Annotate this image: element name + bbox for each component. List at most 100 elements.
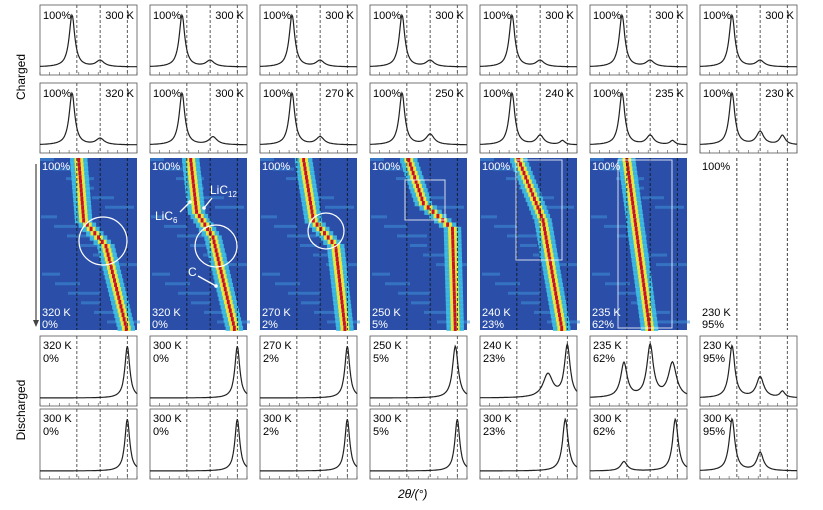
discharged1-temp-label: 320 K — [43, 340, 72, 352]
annotation-arrow-head — [202, 206, 206, 210]
heatmap-panel-3-peak — [413, 175, 417, 181]
annotation-label: LiC6 — [155, 209, 178, 225]
charged1-pct-label: 100% — [153, 10, 181, 22]
heatmap-panel-0-peak — [93, 231, 97, 237]
heatmap-panel-4-peak — [536, 205, 540, 211]
heatmap-panel-4-peak — [552, 278, 555, 284]
heatmap-panel-5-peak — [627, 175, 631, 181]
charged1-panel-2-trace — [260, 13, 358, 68]
heatmap-panel-1-peak — [229, 312, 233, 319]
discharged2-pct-label: 62% — [593, 426, 615, 438]
charged1-pct-label: 100% — [43, 10, 71, 22]
heatmap-panel-5-peak — [631, 205, 635, 211]
heatmap-panel-3-peak — [453, 325, 457, 331]
heatmap-panel-1-peak — [213, 244, 217, 250]
heatmap-panel-2-peak — [304, 175, 308, 181]
heatmap-panel-3-noise — [423, 253, 447, 257]
heatmap-panel-1-noise — [190, 244, 207, 247]
heatmap-panel-2-peak — [304, 170, 308, 177]
heatmap-panel-1-peak — [203, 222, 207, 228]
transition-circle — [78, 216, 128, 266]
discharged2-pct-label: 23% — [483, 426, 505, 438]
heatmap-panel-2-peak — [343, 325, 347, 331]
heatmap-panel-4-peak — [557, 308, 561, 314]
heatmap-panel-5-peak — [637, 248, 641, 254]
heatmap-panel-3-peak — [453, 304, 457, 310]
heatmap-panel-5-noise — [643, 253, 667, 257]
heatmap-panel-0-peak — [79, 179, 82, 185]
heatmap-panel-4-peak — [526, 179, 529, 185]
heatmap-panel-0-noise — [94, 310, 120, 314]
heatmap-panel-4-peak — [522, 170, 526, 177]
charged1-temp-label: 300 K — [655, 10, 684, 22]
discharged1-panel-2-trace — [260, 345, 358, 399]
heatmap-panel-2-peak — [309, 201, 313, 207]
heatmap-panel-0-noise — [67, 234, 97, 238]
heatmap-panel-3-peak — [452, 274, 456, 280]
heatmap-panel-3-peak — [452, 278, 456, 284]
charged2-pct-label: 100% — [43, 88, 71, 100]
heatmap-panel-2-peak — [319, 226, 323, 233]
heatmap-panel-2-peak — [336, 265, 340, 271]
heatmap-panel-5-peak — [625, 162, 629, 168]
discharged1-panel-3-frame — [369, 335, 468, 407]
heatmap-panel-5-peak — [635, 235, 639, 241]
heatmap-panel-5-peak — [630, 196, 634, 202]
hatch-box — [617, 159, 673, 329]
heatmap-panel-4-peak — [532, 196, 536, 202]
heatmap-panel-1-peak — [211, 235, 215, 241]
heatmap-panel-5-peak — [627, 170, 631, 177]
heatmap-panel-0-peak — [85, 222, 89, 228]
charged2-temp-label: 320 K — [105, 88, 134, 100]
discharged2-panel-1-trace — [150, 418, 248, 472]
charged2-panel-2-trace — [259, 91, 357, 146]
discharged2-panel-0-trace — [40, 418, 138, 472]
charged1-pct-label: 100% — [373, 10, 401, 22]
heatmap-panel-2-peak — [341, 312, 345, 319]
heatmap-panel-2-peak — [330, 239, 334, 245]
heatmap-panel-1-peak — [194, 205, 198, 211]
heatmap-panel-0-peak — [78, 166, 81, 172]
heatmap-top-pct: 100% — [152, 161, 180, 173]
heatmap-panel-0-noise — [40, 158, 54, 161]
heatmap-panel-1-peak — [191, 179, 195, 185]
heatmap-panel-1-noise — [177, 234, 207, 238]
heatmap-panel-0-peak — [89, 226, 93, 233]
heatmap-panel-0-peak — [80, 196, 84, 202]
heatmap-panel-3-noise — [410, 244, 427, 247]
heatmap-panel-5-peak — [645, 308, 649, 314]
heatmap-panel-0-peak — [104, 244, 108, 250]
heatmap-panel-3-peak — [453, 321, 457, 327]
charged2-panel-6-trace — [700, 91, 798, 145]
heatmap-panel-0-noise — [92, 196, 114, 200]
heatmap-panel-5-noise — [590, 158, 604, 161]
annotation-label: LiC12 — [210, 183, 237, 199]
annotation-main: LiC — [155, 209, 173, 223]
heatmap-panel-0-noise — [54, 224, 77, 228]
heatmap-panel-2-noise — [325, 205, 354, 209]
heatmap-panel-1-noise — [204, 310, 230, 314]
charged2-temp-label: 300 K — [215, 88, 244, 100]
heatmap-panel-2-peak — [339, 291, 343, 297]
heatmap-panel-2-peak — [337, 274, 341, 280]
heatmap-panel-1-noise — [152, 272, 170, 276]
heatmap-panel-3-peak — [418, 192, 422, 198]
annotation-arrow-head — [214, 284, 218, 288]
heatmap-panel-0-peak — [80, 201, 84, 207]
charged2-pct-label: 100% — [483, 88, 511, 100]
heatmap-panel-3-noise — [384, 224, 407, 228]
discharged2-panel-5-frame — [589, 408, 688, 480]
heatmap-panel-3-peak — [452, 265, 455, 271]
heatmap-panel-1-peak — [193, 196, 197, 202]
charged1-panel-5-trace — [590, 13, 688, 68]
discharged2-temp-label: 300 K — [153, 413, 182, 425]
charged1-pct-label: 100% — [483, 10, 511, 22]
heatmap-panel-1-peak — [193, 192, 197, 198]
heatmap-panel-0-noise — [55, 282, 80, 286]
heatmap-panel-3-peak — [453, 317, 457, 323]
heatmap-top-pct: 100% — [262, 161, 290, 173]
charged1-panel-1-trace — [150, 13, 248, 68]
heatmap-panel-4-noise — [495, 282, 520, 286]
charged1-panel-0-trace — [40, 13, 138, 68]
